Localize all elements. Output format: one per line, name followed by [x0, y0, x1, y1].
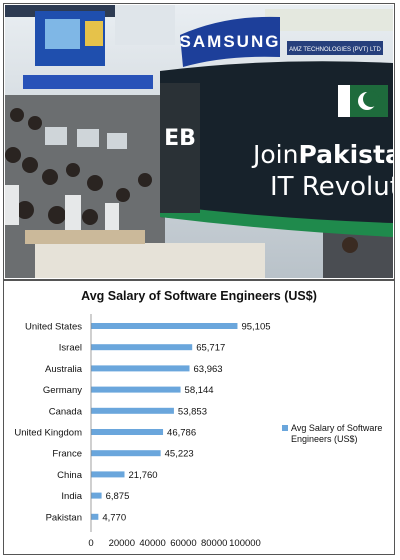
chart-title: Avg Salary of Software Engineers (US$)	[81, 289, 317, 303]
amz-banner	[287, 41, 383, 55]
legend-label: Avg Salary of Software Engineers (US$)	[291, 423, 382, 444]
sign-line1: JoinPakistan	[251, 140, 393, 169]
data-label: 45,223	[165, 449, 194, 460]
category-label: France	[52, 449, 82, 460]
bar	[91, 429, 164, 435]
bar	[91, 513, 99, 520]
data-label: 6,875	[106, 491, 130, 502]
sign-logo: EB	[164, 126, 196, 151]
x-tick-label: 40000	[139, 538, 165, 549]
data-label: 46,786	[167, 428, 196, 439]
category-label: Pakistan	[46, 512, 82, 523]
panel-divider	[4, 279, 394, 281]
expo-photo-illustration: SAMSUNG AMZ TECHNOLOGIES (PVT) LTD	[5, 5, 393, 278]
chart-plot: United States 95,105 Israel 65,717 Australia…	[14, 314, 382, 549]
category-label: India	[61, 491, 82, 502]
legend-swatch	[282, 425, 288, 431]
sign-line2: IT Revolution	[270, 172, 393, 202]
salary-chart: Avg Salary of Software Engineers (US$) U…	[5, 283, 393, 553]
x-tick-label: 0	[88, 538, 93, 549]
bar	[91, 450, 161, 457]
bar	[91, 471, 125, 478]
sign-cylinder	[160, 61, 393, 236]
amz-banner-text: AMZ TECHNOLOGIES (PVT) LTD	[289, 47, 381, 53]
bar	[91, 365, 190, 372]
category-label: Germany	[43, 385, 82, 396]
samsung-banner	[180, 16, 280, 67]
category-label: China	[57, 470, 83, 481]
sign-line1-join: Join	[251, 140, 298, 169]
data-label: 21,760	[129, 470, 158, 481]
figure-frame: SAMSUNG AMZ TECHNOLOGIES (PVT) LTD	[3, 3, 395, 555]
expo-photo: SAMSUNG AMZ TECHNOLOGIES (PVT) LTD	[5, 5, 393, 278]
data-label: 95,105	[241, 322, 270, 333]
data-label: 53,853	[178, 406, 207, 417]
sign-line1-pakistan: Pakistan	[298, 140, 393, 169]
bar	[91, 407, 174, 414]
samsung-banner-text: SAMSUNG	[180, 32, 281, 51]
bar	[91, 344, 193, 351]
category-label: Canada	[49, 406, 83, 417]
category-label: Israel	[59, 343, 82, 354]
category-label: United States	[25, 322, 82, 333]
category-label: United Kingdom	[14, 428, 82, 439]
x-tick-label: 80000	[201, 538, 227, 549]
bar	[91, 492, 102, 499]
data-label: 4,770	[102, 512, 126, 523]
x-tick-label: 100000	[229, 538, 261, 549]
x-tick-label: 60000	[170, 538, 196, 549]
category-label: Australia	[45, 364, 83, 375]
x-tick-label: 20000	[109, 538, 135, 549]
data-label: 63,963	[194, 364, 223, 375]
bar	[91, 323, 238, 329]
bar	[91, 386, 181, 393]
data-label: 58,144	[185, 385, 214, 396]
data-label: 65,717	[196, 343, 225, 354]
